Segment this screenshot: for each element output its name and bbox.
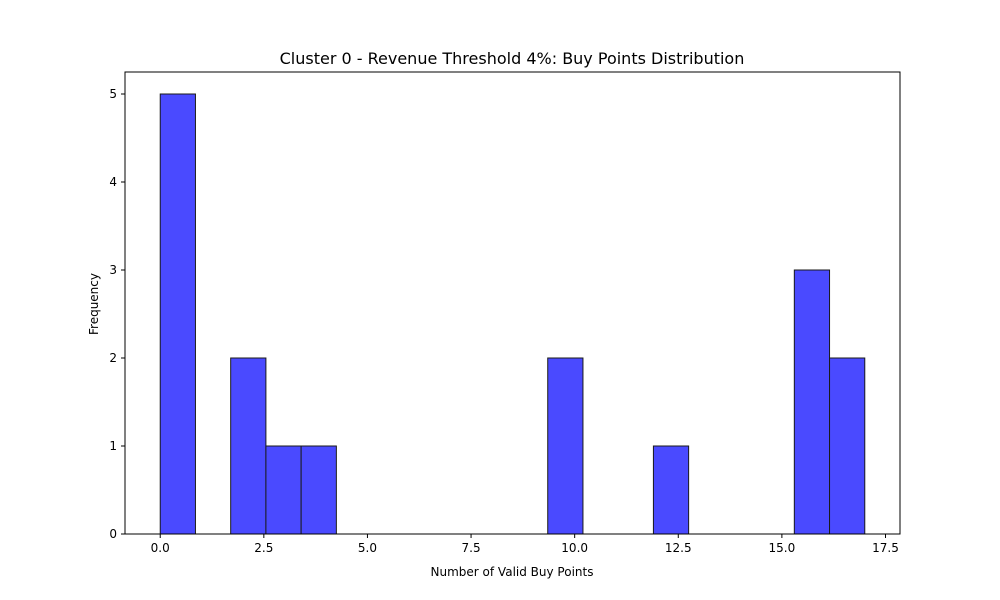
y-tick-label: 3 (109, 263, 117, 277)
x-axis-label: Number of Valid Buy Points (431, 565, 594, 579)
x-tick-label: 2.5 (254, 541, 273, 555)
bars-layer (159, 93, 866, 535)
y-axis-label: Frequency (87, 273, 101, 335)
y-ticks: 0 1 2 3 4 5 (109, 87, 125, 541)
x-tick-label: 5.0 (358, 541, 377, 555)
x-tick-label: 12.5 (665, 541, 692, 555)
histogram-bar (230, 357, 267, 535)
histogram-bar (300, 445, 337, 535)
histogram-bar (652, 445, 690, 535)
x-tick-label: 15.0 (769, 541, 796, 555)
x-tick-label: 10.0 (561, 541, 588, 555)
histogram-bar (265, 445, 302, 535)
histogram-bar (159, 93, 196, 535)
y-tick-label: 4 (109, 175, 117, 189)
x-ticks: 0.0 2.5 5.0 7.5 10.0 12.5 15.0 17.5 (151, 534, 899, 555)
plot-frame (124, 71, 901, 535)
chart-title: Cluster 0 - Revenue Threshold 4%: Buy Po… (280, 49, 745, 68)
x-tick-label: 7.5 (462, 541, 481, 555)
y-tick-label: 5 (109, 87, 117, 101)
histogram-bar (793, 269, 831, 535)
x-tick-label: 0.0 (151, 541, 170, 555)
y-tick-label: 0 (109, 527, 117, 541)
histogram-bar (547, 357, 584, 535)
y-tick-label: 1 (109, 439, 117, 453)
y-tick-label: 2 (109, 351, 117, 365)
axes-layer (124, 71, 901, 535)
x-tick-label: 17.5 (872, 541, 899, 555)
histogram-bar (829, 357, 866, 535)
